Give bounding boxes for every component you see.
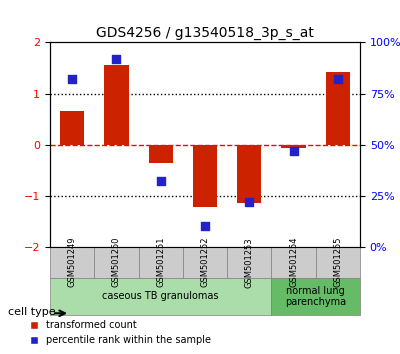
Point xyxy=(290,148,297,154)
Title: GDS4256 / g13540518_3p_s_at: GDS4256 / g13540518_3p_s_at xyxy=(96,26,314,40)
Text: GSM501255: GSM501255 xyxy=(333,237,342,287)
Bar xyxy=(148,145,173,162)
Legend: transformed count, percentile rank within the sample: transformed count, percentile rank withi… xyxy=(25,316,215,349)
Text: GSM501254: GSM501254 xyxy=(289,237,298,287)
Text: normal lung
parenchyma: normal lung parenchyma xyxy=(285,286,346,307)
FancyBboxPatch shape xyxy=(183,247,227,278)
Point xyxy=(158,179,164,184)
FancyBboxPatch shape xyxy=(272,278,360,315)
Bar xyxy=(326,72,350,145)
FancyBboxPatch shape xyxy=(138,247,183,278)
Text: GSM501250: GSM501250 xyxy=(112,237,121,287)
Point xyxy=(113,56,120,62)
Bar xyxy=(104,65,129,145)
Point xyxy=(69,76,75,82)
Text: GSM501251: GSM501251 xyxy=(156,237,165,287)
Text: cell type: cell type xyxy=(8,307,56,316)
FancyBboxPatch shape xyxy=(50,278,272,315)
Bar xyxy=(281,145,306,148)
FancyBboxPatch shape xyxy=(316,247,360,278)
FancyBboxPatch shape xyxy=(227,247,272,278)
Bar xyxy=(193,145,217,207)
Bar xyxy=(60,112,84,145)
Text: GSM501252: GSM501252 xyxy=(200,237,210,287)
FancyBboxPatch shape xyxy=(50,247,94,278)
Text: GSM501253: GSM501253 xyxy=(245,237,254,287)
Text: GSM501249: GSM501249 xyxy=(68,237,77,287)
FancyBboxPatch shape xyxy=(94,247,138,278)
FancyBboxPatch shape xyxy=(272,247,316,278)
Point xyxy=(335,76,341,82)
Point xyxy=(246,199,252,205)
Text: caseous TB granulomas: caseous TB granulomas xyxy=(102,291,219,301)
Bar xyxy=(237,145,262,204)
Point xyxy=(202,224,208,229)
